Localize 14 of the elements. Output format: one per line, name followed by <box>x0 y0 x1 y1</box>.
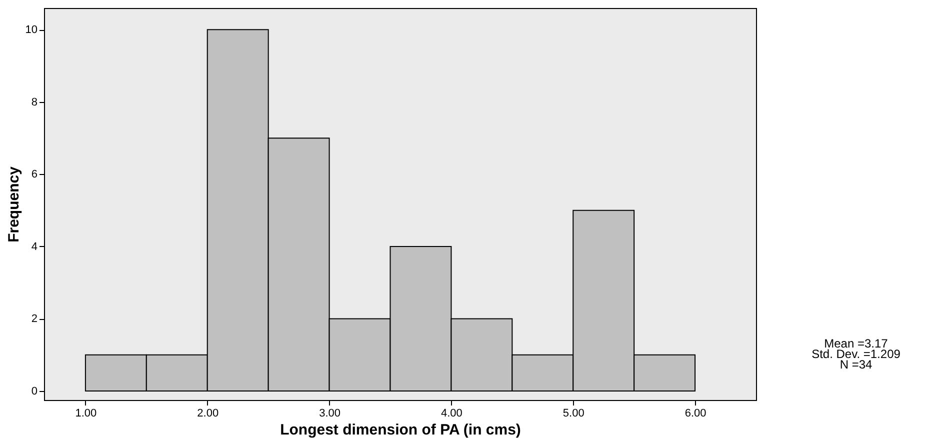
x-axis-title: Longest dimension of PA (in cms) <box>280 422 521 438</box>
y-tick-label: 0 <box>31 385 38 398</box>
x-tick-label: 3.00 <box>319 408 340 420</box>
y-axis-title: Frequency <box>5 166 22 242</box>
x-tick-label: 1.00 <box>75 408 97 420</box>
y-tick-label: 4 <box>31 240 38 253</box>
x-tick-label: 5.00 <box>562 408 584 420</box>
y-tick-label: 8 <box>31 96 38 108</box>
x-tick-label: 6.00 <box>684 408 706 420</box>
y-tick-label: 6 <box>31 168 38 181</box>
x-tick-label: 2.00 <box>197 408 219 420</box>
y-tick-label: 10 <box>25 24 38 36</box>
y-tick-label: 2 <box>31 313 38 326</box>
x-tick-label: 4.00 <box>440 408 462 420</box>
